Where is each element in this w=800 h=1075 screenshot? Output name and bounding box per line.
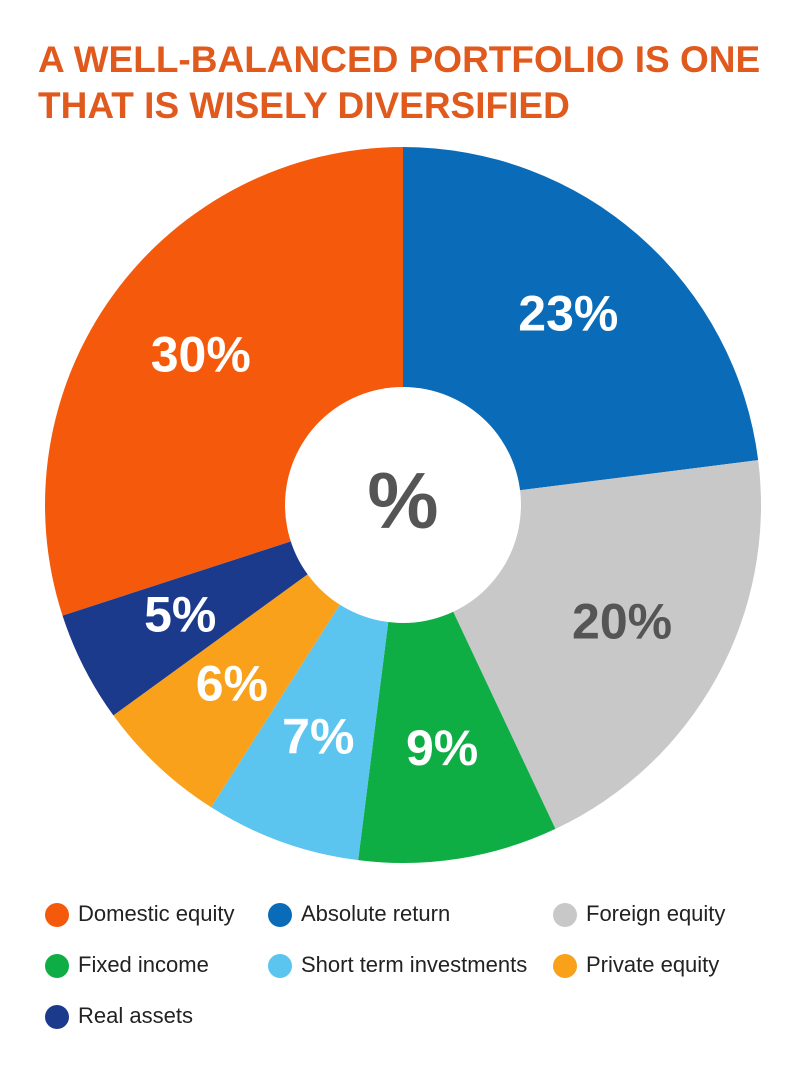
- legend-swatch: [553, 954, 577, 978]
- data-label: 7%: [282, 708, 354, 764]
- donut-hole: [285, 387, 521, 623]
- legend-swatch: [45, 1005, 69, 1029]
- data-label: 6%: [196, 655, 268, 711]
- legend-label: Real assets: [78, 1003, 193, 1028]
- data-label: 23%: [518, 286, 618, 342]
- data-label: 30%: [151, 326, 251, 382]
- chart-title-line: A WELL-BALANCED PORTFOLIO IS ONE: [38, 39, 760, 80]
- legend-label: Fixed income: [78, 952, 209, 977]
- center-label: %: [367, 456, 438, 545]
- legend-swatch: [45, 903, 69, 927]
- legend-swatch: [553, 903, 577, 927]
- legend-label: Private equity: [586, 952, 719, 977]
- legend-swatch: [45, 954, 69, 978]
- chart-title-line: THAT IS WISELY DIVERSIFIED: [38, 85, 570, 126]
- legend-swatch: [268, 954, 292, 978]
- data-label: 20%: [572, 594, 672, 650]
- legend-label: Short term investments: [301, 952, 527, 977]
- data-label: 5%: [144, 587, 216, 643]
- pie-slice: [403, 147, 759, 505]
- legend-swatch: [268, 903, 292, 927]
- legend-label: Absolute return: [301, 901, 450, 926]
- data-label: 9%: [406, 720, 478, 776]
- legend-label: Domestic equity: [78, 901, 235, 926]
- legend-label: Foreign equity: [586, 901, 725, 926]
